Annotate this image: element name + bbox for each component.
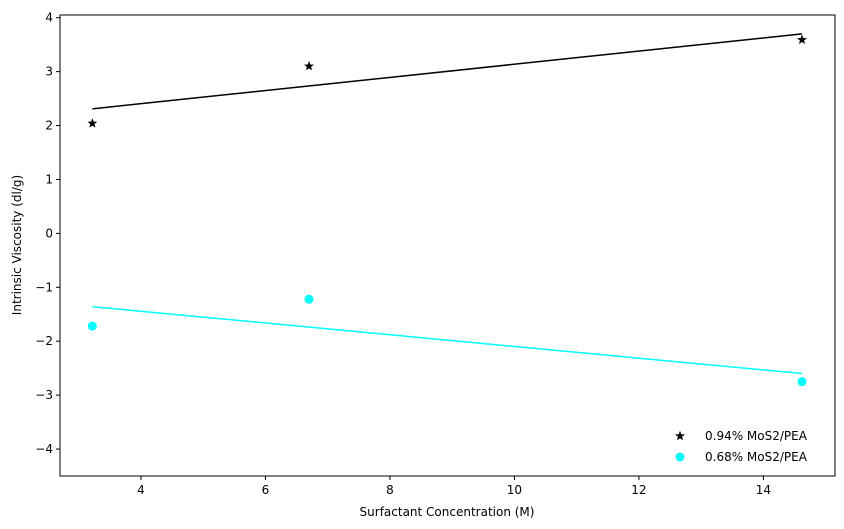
legend-marker: [675, 430, 685, 441]
series-layer: [87, 33, 807, 387]
x-tick-label: 12: [631, 483, 646, 497]
fit-line: [92, 33, 803, 110]
y-tick-label: 2: [45, 119, 53, 133]
y-tick-label: 4: [45, 11, 53, 25]
y-tick-label: −3: [35, 388, 53, 402]
x-tick-label: 14: [756, 483, 771, 497]
legend-marker: [675, 452, 685, 462]
x-axis-ticks: 4 6 8 10 12 14: [137, 476, 771, 497]
data-point: [797, 34, 807, 45]
plot-frame: [59, 14, 836, 477]
series-2: [87, 294, 807, 387]
data-point: [87, 321, 97, 331]
legend: 0.94% MoS2/PEA 0.68% MoS2/PEA: [675, 429, 808, 464]
x-tick-label: 4: [137, 483, 145, 497]
y-tick-label: −1: [35, 280, 53, 294]
y-axis-ticks: −4 −3 −2 −1 0 1 2 3 4: [35, 11, 60, 456]
y-tick-label: −4: [35, 442, 53, 456]
y-tick-label: 1: [45, 172, 53, 186]
x-tick-label: 6: [262, 483, 270, 497]
data-point: [304, 294, 314, 304]
fit-line: [92, 305, 803, 375]
legend-label: 0.68% MoS2/PEA: [705, 450, 808, 464]
data-point: [304, 61, 314, 71]
series-1: [87, 33, 807, 128]
y-axis-label: Intrinsic Viscosity (dl/g): [10, 175, 24, 315]
y-tick-label: 3: [45, 65, 53, 79]
data-point: [797, 377, 807, 387]
legend-label: 0.94% MoS2/PEA: [705, 429, 808, 443]
x-axis-label: Surfactant Concentration (M): [360, 505, 535, 519]
y-tick-label: −2: [35, 334, 53, 348]
x-tick-label: 10: [507, 483, 522, 497]
data-point: [87, 118, 98, 128]
y-tick-label: 0: [45, 226, 53, 240]
x-tick-label: 8: [386, 483, 394, 497]
